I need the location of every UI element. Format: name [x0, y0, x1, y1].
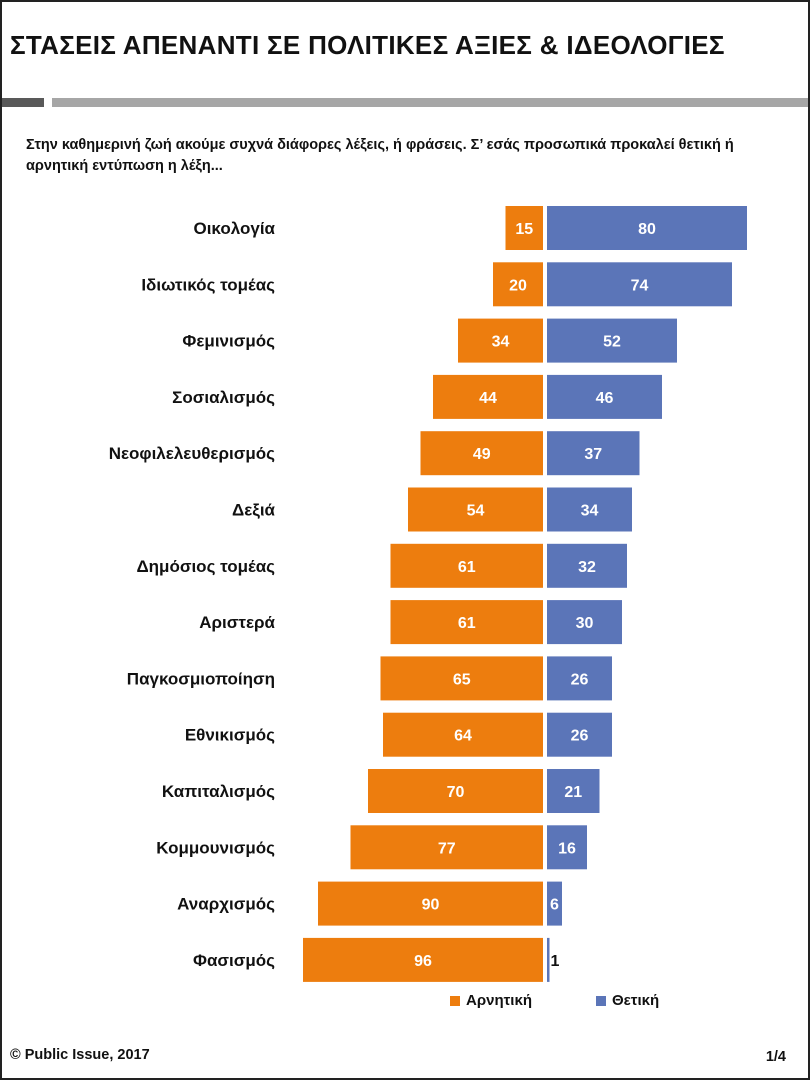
value-label-negative: 96	[414, 953, 432, 970]
chart-legend: Αρνητική Θετική	[450, 992, 659, 1009]
category-label: Ιδιωτικός τομέας	[141, 275, 275, 294]
legend-item-positive: Θετική	[596, 992, 659, 1009]
category-label: Νεοφιλελευθερισμός	[109, 444, 275, 463]
diverging-bar-chart: Οικολογία 15 80 Ιδιωτικός τομέας 20 74 Φεμινισ…	[109, 206, 747, 982]
value-label-negative: 61	[458, 615, 476, 632]
bar-negative	[505, 206, 543, 250]
category-label: Εθνικισμός	[185, 726, 275, 745]
category-label: Δεξιά	[232, 501, 276, 520]
value-label-positive: 52	[603, 334, 621, 351]
category-label: Κομμουνισμός	[156, 838, 275, 857]
bar-positive	[547, 712, 612, 757]
bar-positive	[547, 656, 612, 701]
copyright-footer: © Public Issue, 2017	[10, 1047, 150, 1063]
category-label: Παγκοσμιοποίηση	[127, 669, 275, 688]
category-label: Αριστερά	[199, 613, 275, 632]
bar-positive	[547, 825, 587, 870]
value-label-negative: 90	[422, 897, 440, 914]
bar-positive	[547, 374, 662, 419]
title-rule-dark	[2, 98, 44, 107]
value-label-negative: 44	[479, 390, 497, 407]
value-label-positive: 16	[558, 840, 576, 857]
page-number: 1/4	[765, 1049, 786, 1065]
legend-label-negative: Αρνητική	[466, 992, 533, 1009]
bar-positive	[547, 487, 632, 532]
bar-negative	[303, 937, 543, 982]
category-label: Οικολογία	[193, 219, 275, 238]
value-label-positive: 37	[584, 446, 602, 463]
legend-label-positive: Θετική	[612, 992, 660, 1009]
bar-negative	[420, 431, 543, 476]
bar-positive	[547, 769, 600, 813]
bar-negative	[380, 656, 543, 701]
bar-positive	[547, 937, 550, 982]
value-label-positive: 21	[564, 784, 582, 801]
value-label-negative: 20	[509, 277, 527, 294]
category-label: Φασισμός	[193, 951, 275, 970]
category-label: Αναρχισμός	[177, 895, 275, 914]
value-label-negative: 54	[467, 503, 485, 520]
category-label: Φεμινισμός	[182, 332, 275, 351]
category-label: Σοσιαλισμός	[172, 388, 275, 407]
bar-negative	[390, 600, 543, 645]
value-label-positive: 1	[551, 953, 560, 970]
title-rule-light	[52, 98, 808, 107]
value-label-negative: 15	[515, 221, 533, 238]
legend-item-negative: Αρνητική	[450, 992, 532, 1009]
value-label-positive: 74	[631, 277, 649, 294]
bar-positive	[547, 262, 732, 307]
value-label-negative: 70	[447, 784, 465, 801]
bar-negative	[383, 712, 543, 757]
value-label-positive: 34	[581, 503, 599, 520]
value-label-negative: 49	[473, 446, 491, 463]
bar-negative	[408, 487, 543, 532]
value-label-negative: 64	[454, 728, 472, 745]
bar-negative	[350, 825, 543, 870]
value-label-negative: 34	[492, 334, 510, 351]
category-label: Δημόσιος τομέας	[136, 557, 275, 576]
value-label-negative: 65	[453, 671, 471, 688]
bar-negative	[458, 318, 543, 363]
bar-positive	[547, 206, 747, 250]
bar-negative	[368, 769, 543, 813]
page-title: ΣΤΑΣΕΙΣ ΑΠΕΝΑΝΤΙ ΣΕ ΠΟΛΙΤΙΚΕΣ ΑΞΙΕΣ & ΙΔ…	[10, 30, 725, 60]
bar-positive	[547, 431, 640, 476]
value-label-positive: 30	[576, 615, 594, 632]
bar-positive	[547, 881, 562, 926]
legend-swatch-positive	[596, 995, 607, 1006]
value-label-positive: 32	[578, 559, 596, 576]
value-label-positive: 26	[571, 671, 589, 688]
value-label-positive: 26	[571, 728, 589, 745]
bar-negative	[390, 543, 543, 588]
legend-swatch-negative	[450, 995, 460, 1006]
value-label-positive: 46	[596, 390, 614, 407]
category-label: Καπιταλισμός	[162, 782, 275, 801]
value-label-positive: 6	[550, 897, 559, 914]
value-label-negative: 77	[438, 840, 456, 857]
bar-negative	[318, 881, 543, 926]
bar-positive	[547, 318, 677, 363]
bar-positive	[547, 543, 627, 588]
value-label-positive: 80	[638, 221, 656, 238]
question-text: Στην καθημερινή ζωή ακούμε συχνά διάφορε…	[26, 137, 734, 174]
bar-negative	[493, 262, 543, 307]
value-label-negative: 61	[458, 559, 476, 576]
bar-positive	[547, 600, 622, 645]
bar-negative	[433, 374, 543, 419]
